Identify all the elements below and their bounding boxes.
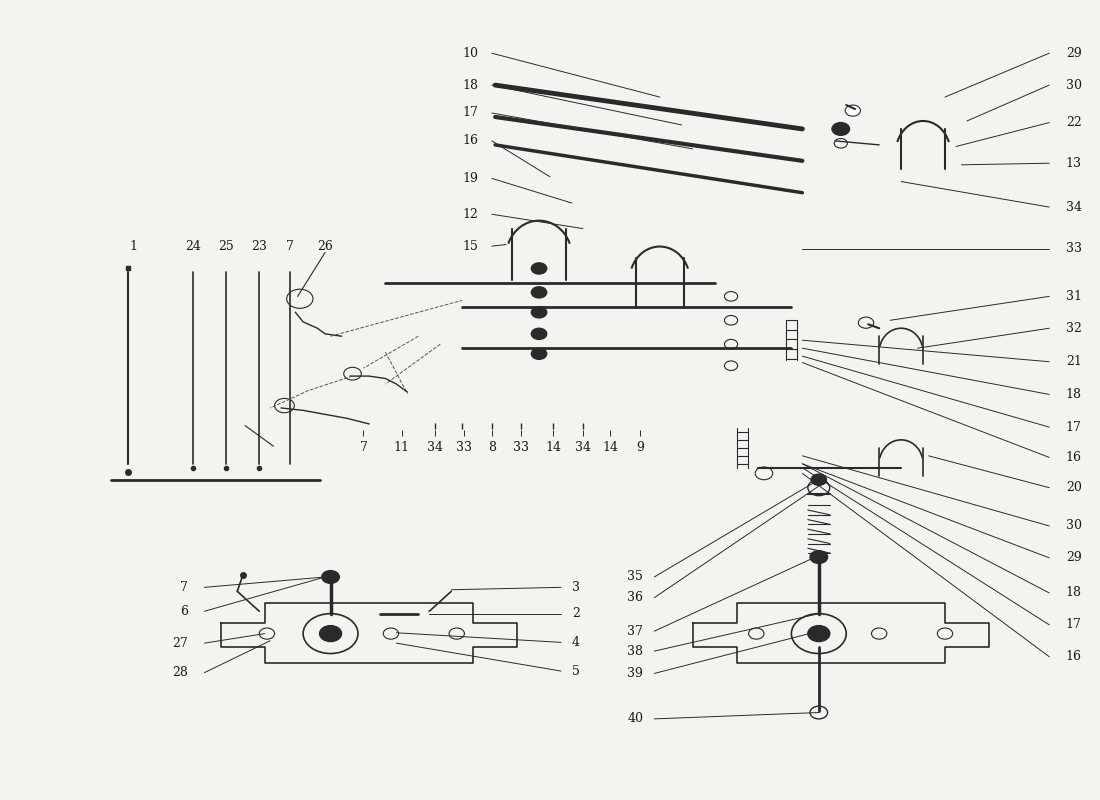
Text: 39: 39 xyxy=(627,667,644,680)
Text: 33: 33 xyxy=(514,442,529,454)
Text: 28: 28 xyxy=(172,666,188,679)
Text: 34: 34 xyxy=(427,442,443,454)
Circle shape xyxy=(811,474,826,486)
Text: 37: 37 xyxy=(627,625,644,638)
Text: 22: 22 xyxy=(1066,116,1081,129)
Text: 35: 35 xyxy=(627,570,644,583)
Text: 38: 38 xyxy=(627,645,644,658)
Text: 33: 33 xyxy=(456,442,472,454)
Text: 33: 33 xyxy=(1066,242,1081,255)
Circle shape xyxy=(322,570,339,583)
Text: 14: 14 xyxy=(546,442,561,454)
Text: 3: 3 xyxy=(572,581,580,594)
Circle shape xyxy=(832,122,849,135)
Text: 6: 6 xyxy=(180,605,188,618)
Circle shape xyxy=(810,550,827,563)
Text: 24: 24 xyxy=(186,239,201,253)
Text: 29: 29 xyxy=(1066,551,1081,564)
Circle shape xyxy=(807,626,829,642)
Text: 7: 7 xyxy=(286,239,294,253)
Text: 32: 32 xyxy=(1066,322,1081,334)
Text: 4: 4 xyxy=(572,636,580,649)
Text: 30: 30 xyxy=(1066,78,1081,91)
Text: 17: 17 xyxy=(1066,618,1081,631)
Circle shape xyxy=(531,263,547,274)
Circle shape xyxy=(531,328,547,339)
Text: 15: 15 xyxy=(463,240,478,253)
Text: 17: 17 xyxy=(463,106,478,119)
Text: 18: 18 xyxy=(1066,586,1081,599)
Text: 16: 16 xyxy=(1066,650,1081,663)
Text: 9: 9 xyxy=(636,442,644,454)
Text: 14: 14 xyxy=(603,442,618,454)
Text: 29: 29 xyxy=(1066,46,1081,60)
Text: 17: 17 xyxy=(1066,421,1081,434)
Text: 30: 30 xyxy=(1066,519,1081,533)
Circle shape xyxy=(845,105,860,116)
Text: 36: 36 xyxy=(627,591,644,604)
Text: 23: 23 xyxy=(251,239,267,253)
Text: 40: 40 xyxy=(627,712,644,726)
Text: 34: 34 xyxy=(575,442,591,454)
Text: 25: 25 xyxy=(219,239,234,253)
Text: 21: 21 xyxy=(1066,355,1081,368)
Circle shape xyxy=(531,348,547,359)
Text: 27: 27 xyxy=(173,637,188,650)
Text: 31: 31 xyxy=(1066,290,1081,303)
Text: 10: 10 xyxy=(463,46,478,60)
Text: 7: 7 xyxy=(360,442,367,454)
Text: 2: 2 xyxy=(572,607,580,620)
Circle shape xyxy=(531,286,547,298)
Text: 16: 16 xyxy=(1066,451,1081,464)
Text: 1: 1 xyxy=(129,239,138,253)
Text: 19: 19 xyxy=(463,172,478,185)
Text: 34: 34 xyxy=(1066,201,1081,214)
Text: 11: 11 xyxy=(394,442,410,454)
Text: 26: 26 xyxy=(317,239,333,253)
Text: 13: 13 xyxy=(1066,157,1081,170)
Text: 8: 8 xyxy=(487,442,496,454)
Text: 12: 12 xyxy=(463,208,478,221)
Text: 20: 20 xyxy=(1066,481,1081,494)
Text: 7: 7 xyxy=(180,581,188,594)
Text: 5: 5 xyxy=(572,665,580,678)
Text: 18: 18 xyxy=(463,78,478,91)
Circle shape xyxy=(531,306,547,318)
Text: 18: 18 xyxy=(1066,388,1081,401)
Text: 16: 16 xyxy=(463,134,478,147)
Circle shape xyxy=(320,626,341,642)
